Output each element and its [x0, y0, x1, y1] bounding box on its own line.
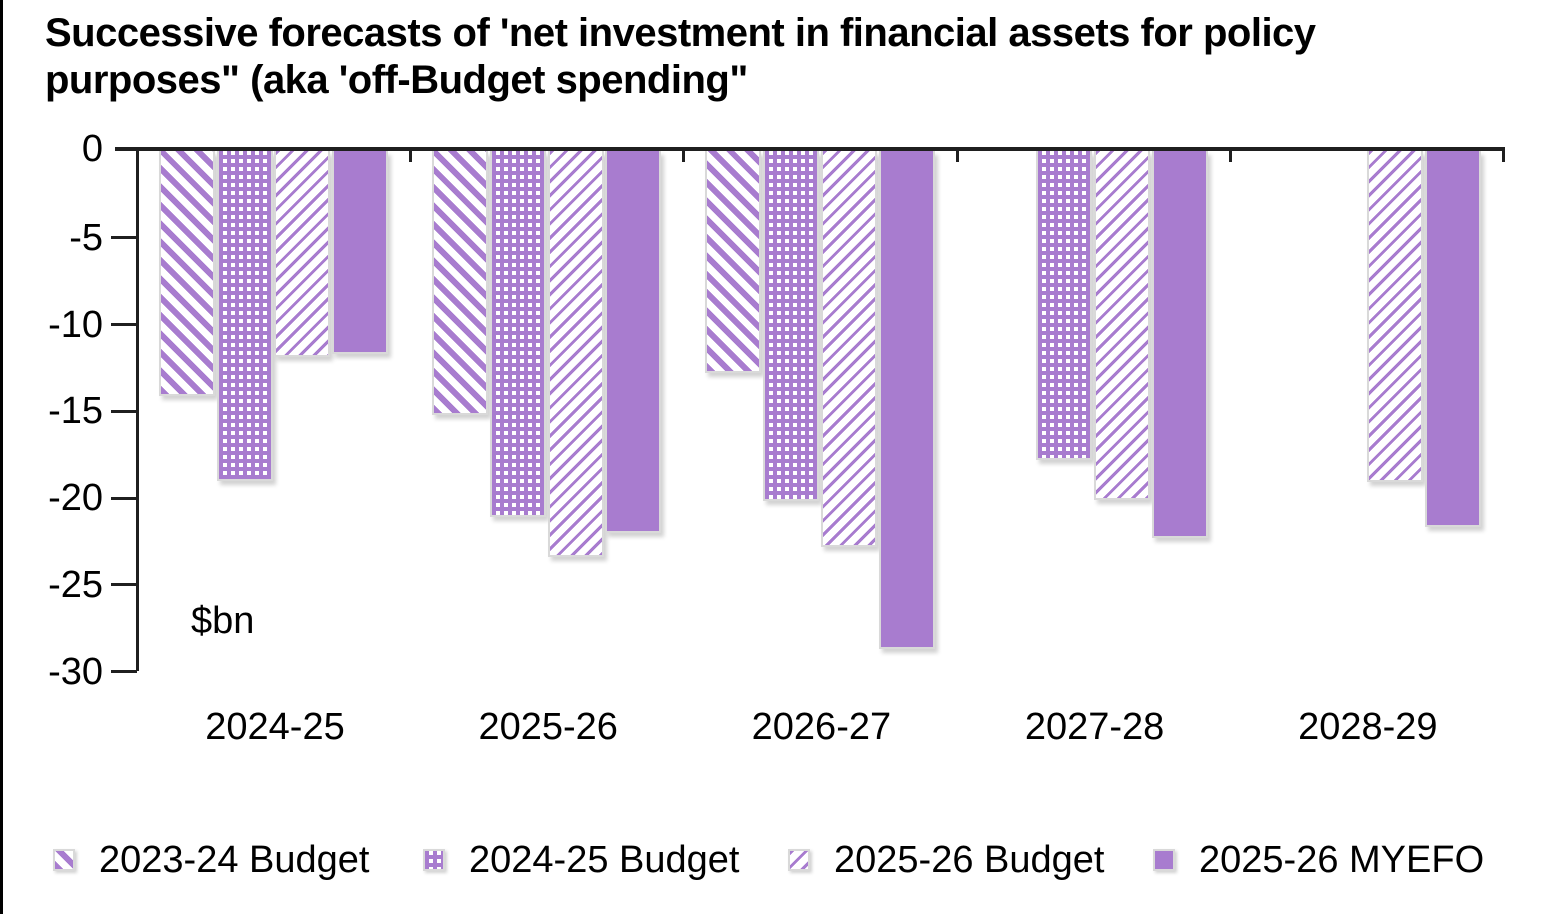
x-axis-zero-line: [115, 147, 1505, 151]
y-axis-tick: [111, 409, 137, 413]
bar-2025-26-myefo-2025-26: [605, 151, 662, 533]
y-axis-tick: [111, 583, 137, 587]
y-axis-tick-label: 0: [81, 128, 103, 170]
bar-2025-26-budget-2024-25: [274, 151, 331, 358]
bar-2023-24-budget-2025-26: [432, 151, 489, 415]
y-axis-tick-label: -10: [48, 303, 103, 346]
legend: 2023-24 Budget 2024-25 Budget 2025-26 Budg…: [3, 836, 1544, 896]
legend-swatch-icon: [53, 849, 75, 871]
bar-2025-26-myefo-2028-29: [1424, 151, 1481, 528]
bar-2023-24-budget-2026-27: [705, 151, 762, 374]
bar-2025-26-budget-2027-28: [1094, 151, 1150, 500]
legend-label: 2024-25 Budget: [469, 838, 740, 881]
bar-2024-25-budget-2024-25: [216, 151, 273, 481]
bar-2025-26-budget-2028-29: [1367, 151, 1424, 483]
legend-item-2025-26-budget: 2025-26 Budget: [788, 836, 1104, 884]
legend-label: 2025-26 MYEFO: [1199, 838, 1485, 881]
legend-item-2023-24-budget: 2023-24 Budget: [53, 836, 369, 884]
bar-2024-25-budget-2027-28: [1036, 151, 1093, 460]
y-axis-tick: [111, 670, 137, 673]
x-axis-category-label: 2025-26: [478, 706, 618, 748]
y-axis-tick-label: -5: [69, 216, 103, 259]
bar-2025-26-myefo-2026-27: [878, 151, 935, 649]
bar-2024-25-budget-2025-26: [489, 151, 546, 518]
y-axis-tick: [111, 496, 137, 500]
legend-label: 2025-26 Budget: [834, 838, 1105, 881]
x-axis-category-label: 2024-25: [205, 706, 345, 748]
legend-swatch-icon: [423, 849, 445, 871]
y-axis-line: [136, 147, 139, 671]
y-axis-tick-label: -25: [48, 563, 103, 606]
bar-2025-26-myefo-2027-28: [1151, 151, 1208, 538]
axis-unit-label: $bn: [191, 600, 255, 642]
x-axis-category-label: 2027-28: [1024, 706, 1165, 748]
legend-swatch-icon: [788, 849, 810, 871]
bar-2025-26-myefo-2024-25: [332, 151, 389, 354]
bar-2024-25-budget-2026-27: [763, 151, 820, 502]
y-axis-tick: [111, 236, 137, 240]
x-axis-tick: [682, 151, 686, 162]
legend-item-2024-25-budget: 2024-25 Budget: [423, 836, 739, 884]
legend-item-2025-26-myefo: 2025-26 MYEFO: [1153, 836, 1484, 884]
y-axis-tick-label: -30: [48, 650, 103, 693]
legend-label: 2023-24 Budget: [99, 838, 370, 881]
bar-2025-26-budget-2026-27: [820, 151, 877, 547]
plot-area: 0 -5 -10 -15 -20 -25 -30 $bn 2024-25 2025-26 202…: [3, 0, 1544, 800]
y-axis-tick-label: -15: [48, 390, 103, 433]
bar-2025-26-budget-2025-26: [547, 151, 604, 557]
y-axis-tick: [111, 323, 137, 326]
bar-2023-24-budget-2024-25: [159, 151, 215, 396]
x-axis-tick: [409, 151, 413, 162]
x-axis-tick: [1502, 151, 1505, 162]
x-axis-category-label: 2028-29: [1298, 706, 1438, 748]
x-axis-tick: [955, 151, 959, 162]
x-axis-category-label: 2026-27: [751, 706, 892, 748]
chart-title: Successive forecasts of 'net investment …: [45, 11, 1316, 102]
x-axis-tick: [1228, 151, 1232, 162]
legend-swatch-icon: [1153, 849, 1175, 871]
y-axis-tick-label: -20: [48, 477, 103, 519]
